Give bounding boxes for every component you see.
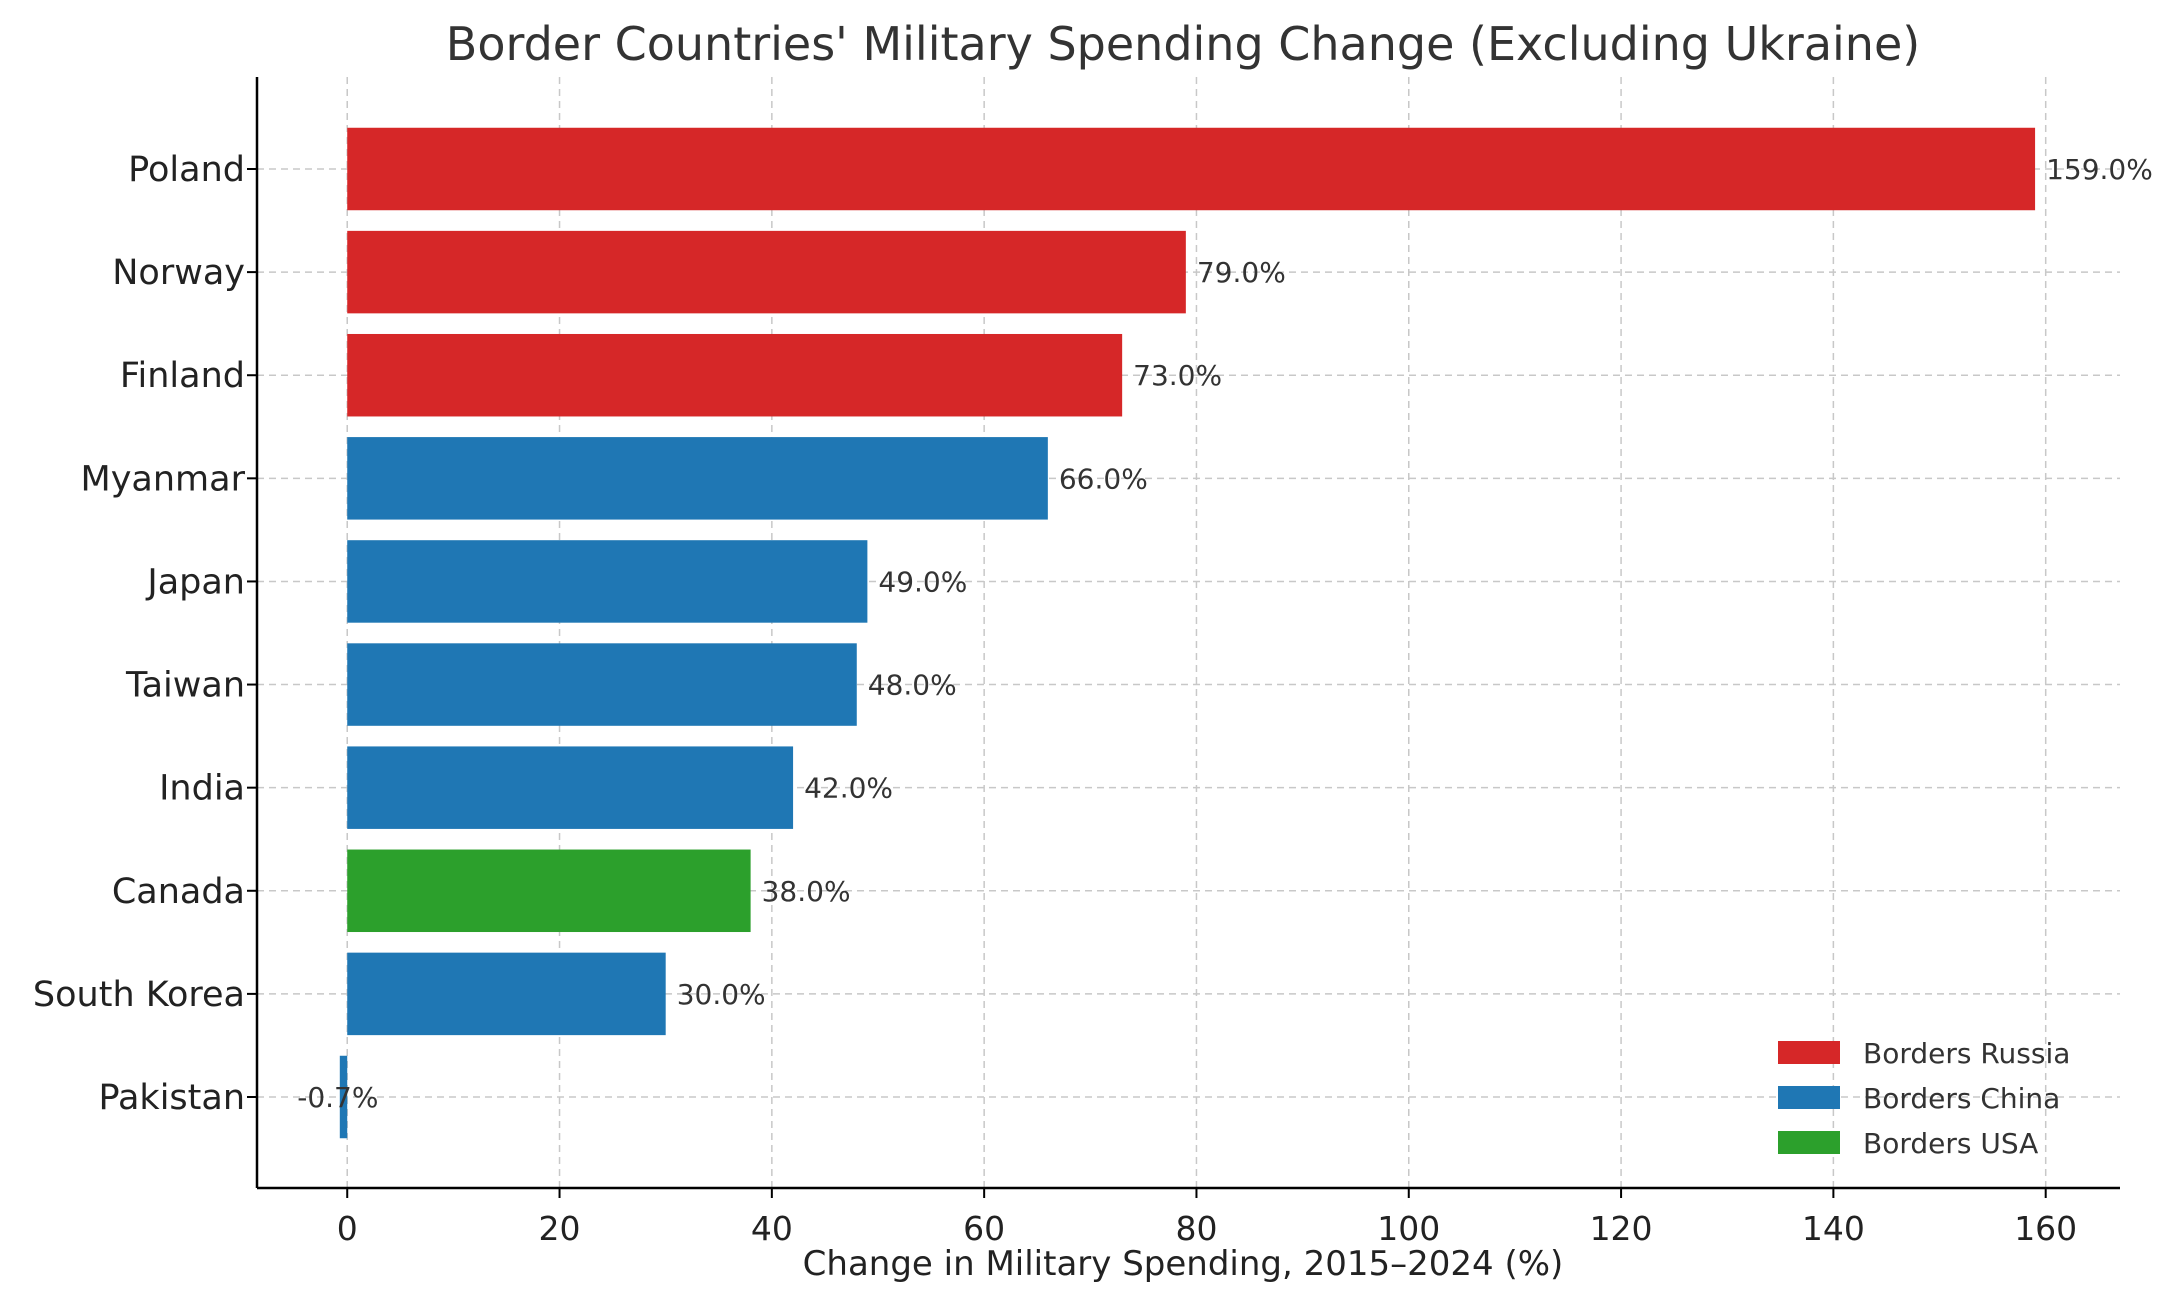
bar-canada (347, 849, 751, 933)
x-tick-label-80: 80 (1175, 1209, 1217, 1248)
x-axis-label: Change in Military Spending, 2015–2024 (… (803, 1244, 1564, 1284)
bar-south-korea (347, 952, 666, 1036)
y-tick-label-south-korea: South Korea (33, 975, 245, 1015)
bar-layer (339, 127, 2036, 1139)
data-label-taiwan: 48.0% (868, 669, 957, 702)
bar-pakistan (339, 1055, 348, 1139)
chart-title: Border Countries' Military Spending Chan… (446, 17, 1920, 71)
y-tick-label-japan: Japan (145, 562, 245, 602)
bar-india (347, 746, 794, 829)
x-tick-label-60: 60 (963, 1209, 1005, 1248)
axis-layer: 0 20 40 60 80 100 120 140 160 Poland Norway Finland… (33, 77, 2120, 1248)
x-tick-label-160: 160 (2014, 1209, 2077, 1248)
data-label-finland: 73.0% (1133, 359, 1222, 392)
bar-finland (347, 333, 1123, 417)
legend-label-borders-russia: Borders Russia (1863, 1037, 2070, 1070)
y-tick-label-finland: Finland (120, 356, 245, 396)
bar-japan (347, 540, 868, 623)
legend-label-borders-usa: Borders USA (1863, 1127, 2038, 1160)
x-tick-label-0: 0 (337, 1209, 358, 1248)
data-label-myanmar: 66.0% (1059, 462, 1148, 495)
bar-myanmar (347, 437, 1048, 520)
legend-legend: Borders Russia Borders China Borders USA (1778, 1037, 2070, 1160)
x-tick-label-140: 140 (1802, 1209, 1865, 1248)
y-tick-label-india: India (159, 769, 245, 809)
legend-swatch-borders-china (1778, 1086, 1840, 1109)
bar-poland (347, 127, 2036, 211)
y-tick-label-taiwan: Taiwan (125, 666, 245, 706)
data-label-south-korea: 30.0% (677, 978, 766, 1011)
x-tick-label-100: 100 (1377, 1209, 1440, 1248)
x-tick-label-40: 40 (751, 1209, 793, 1248)
legend-swatch-borders-usa (1778, 1131, 1840, 1154)
bar-norway (347, 230, 1186, 314)
data-label-poland: 159.0% (2046, 153, 2153, 186)
data-label-canada: 38.0% (762, 875, 851, 908)
y-tick-label-norway: Norway (112, 253, 245, 293)
data-label-india: 42.0% (804, 772, 893, 805)
y-tick-label-pakistan: Pakistan (98, 1078, 245, 1118)
y-tick-label-poland: Poland (128, 150, 245, 190)
data-label-pakistan: -0.7% (297, 1081, 378, 1114)
x-tick-label-120: 120 (1590, 1209, 1653, 1248)
data-label-norway: 79.0% (1197, 256, 1286, 289)
legend-swatch-borders-russia (1778, 1041, 1840, 1064)
label-layer: 159.0% 79.0% 73.0% 66.0% 49.0% 48.0% 42.0% 38.0… (297, 153, 2153, 1114)
x-tick-label-20: 20 (539, 1209, 581, 1248)
legend-label-borders-china: Borders China (1863, 1082, 2060, 1115)
data-label-japan: 49.0% (878, 565, 967, 598)
bar-taiwan (347, 643, 857, 726)
y-tick-label-canada: Canada (112, 872, 245, 912)
y-tick-label-myanmar: Myanmar (81, 459, 246, 499)
